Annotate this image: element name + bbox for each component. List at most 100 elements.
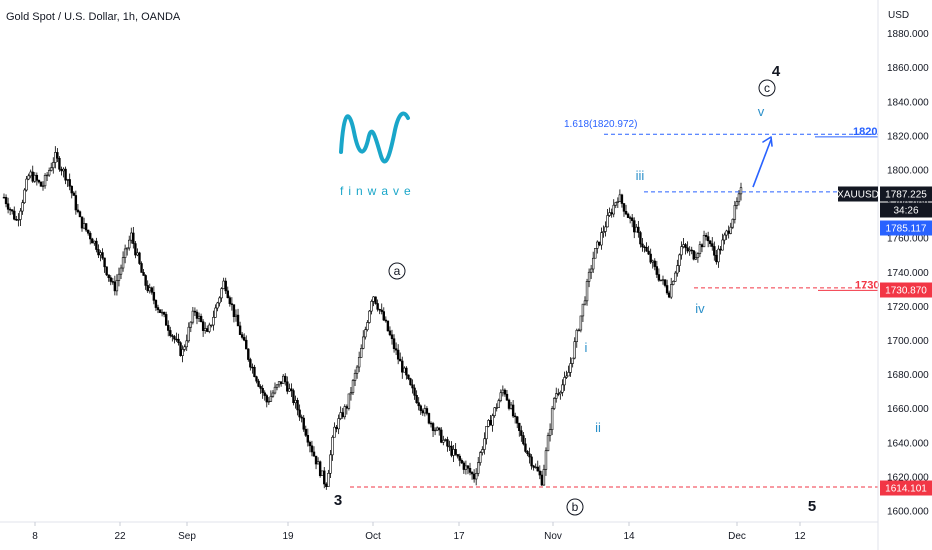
wave-label-iv: iv bbox=[695, 301, 705, 316]
candle-body bbox=[610, 212, 613, 215]
candle-body bbox=[690, 249, 693, 252]
candle-body bbox=[481, 449, 484, 453]
candle-body bbox=[448, 445, 451, 448]
price-tick-label: 1700.000 bbox=[887, 336, 929, 347]
candle-body bbox=[522, 435, 525, 445]
candle-body bbox=[119, 267, 123, 275]
candle-body bbox=[327, 472, 330, 487]
candle-body bbox=[335, 426, 338, 430]
candle-body bbox=[310, 445, 314, 453]
candle-body bbox=[33, 174, 36, 182]
candle-body bbox=[298, 409, 301, 418]
candle-body bbox=[337, 418, 340, 430]
candle-body bbox=[711, 243, 714, 247]
candle-body bbox=[318, 461, 322, 476]
candle-body bbox=[608, 212, 611, 216]
candle-body bbox=[105, 266, 108, 276]
candle-body bbox=[144, 275, 147, 286]
candle-body bbox=[316, 461, 320, 465]
candle-body bbox=[15, 218, 18, 221]
candle-body bbox=[183, 346, 186, 350]
candle-body bbox=[479, 452, 482, 463]
candle-body bbox=[50, 167, 53, 171]
candle-body bbox=[339, 412, 342, 419]
projection-arrow-line bbox=[752, 139, 772, 188]
price-tag-text: XAUUSD bbox=[837, 190, 879, 201]
candle-body bbox=[86, 229, 90, 234]
time-tick-label: 19 bbox=[282, 531, 294, 542]
price-tag-bg bbox=[880, 202, 932, 218]
candle-body bbox=[162, 311, 166, 315]
candle-body bbox=[218, 297, 221, 304]
candle-body bbox=[651, 260, 654, 263]
candle-body bbox=[76, 209, 80, 212]
candle-body bbox=[257, 380, 260, 387]
candle-body bbox=[117, 273, 121, 281]
fib-label: 1.618(1820.972) bbox=[564, 119, 637, 130]
candle-body bbox=[472, 473, 476, 480]
candle-body bbox=[130, 232, 133, 241]
level-label: 1730 bbox=[855, 279, 879, 291]
wave-label-circle bbox=[758, 79, 776, 97]
candle-body bbox=[300, 416, 303, 419]
candle-body bbox=[497, 400, 500, 408]
candle-body bbox=[550, 408, 554, 430]
candle-body bbox=[464, 465, 468, 470]
candle-body bbox=[630, 217, 634, 221]
candle-body bbox=[203, 328, 207, 331]
price-tag-text: 1787.225 bbox=[885, 190, 927, 201]
price-tick-label: 1680.000 bbox=[887, 370, 929, 381]
time-tick-label: 17 bbox=[453, 531, 465, 542]
candle-body bbox=[362, 336, 365, 349]
candle-body bbox=[294, 400, 297, 404]
candle-body bbox=[224, 280, 227, 292]
candle-body bbox=[82, 223, 86, 229]
candle-body bbox=[253, 366, 256, 378]
candle-body bbox=[288, 388, 291, 392]
candle-body bbox=[43, 174, 47, 187]
candle-body bbox=[561, 384, 564, 393]
candle-body bbox=[109, 277, 112, 282]
candle-body bbox=[680, 246, 683, 256]
candle-body bbox=[247, 348, 250, 360]
candle-body bbox=[501, 389, 505, 394]
candle-body bbox=[442, 439, 445, 443]
price-tick-label: 1660.000 bbox=[887, 404, 929, 415]
price-tick-label: 1880.000 bbox=[887, 29, 929, 40]
time-tick-label: Nov bbox=[544, 531, 562, 542]
candle-body bbox=[684, 244, 687, 249]
candle-body bbox=[542, 469, 546, 486]
candle-body bbox=[421, 410, 424, 414]
candle-body bbox=[696, 253, 700, 258]
candle-body bbox=[477, 462, 480, 474]
wave-label-3: 3 bbox=[334, 492, 342, 509]
candle-body bbox=[23, 189, 26, 203]
candle-body bbox=[489, 420, 492, 426]
candle-body bbox=[281, 375, 285, 384]
candle-body bbox=[259, 386, 262, 389]
candle-body bbox=[52, 162, 55, 169]
candle-body bbox=[614, 202, 617, 206]
candle-body bbox=[579, 315, 583, 331]
candle-body bbox=[401, 360, 404, 373]
candle-body bbox=[261, 387, 264, 394]
candle-body bbox=[425, 408, 429, 414]
candle-body bbox=[643, 246, 646, 248]
candle-body bbox=[152, 292, 156, 301]
candle-body bbox=[536, 466, 539, 472]
wave-label-iii: iii bbox=[636, 168, 645, 183]
candle-body bbox=[446, 439, 449, 447]
candle-body bbox=[68, 179, 71, 187]
candle-body bbox=[431, 423, 435, 431]
candle-body bbox=[142, 272, 145, 276]
wave-label-b: b bbox=[572, 500, 579, 514]
candle-body bbox=[626, 213, 630, 218]
candle-body bbox=[27, 175, 30, 180]
candle-body bbox=[103, 257, 106, 268]
candle-body bbox=[386, 320, 390, 332]
candle-body bbox=[197, 315, 201, 319]
candle-body bbox=[37, 180, 41, 183]
price-tick-label: 1800.000 bbox=[887, 166, 929, 177]
price-tag: XAUUSD bbox=[837, 186, 879, 202]
